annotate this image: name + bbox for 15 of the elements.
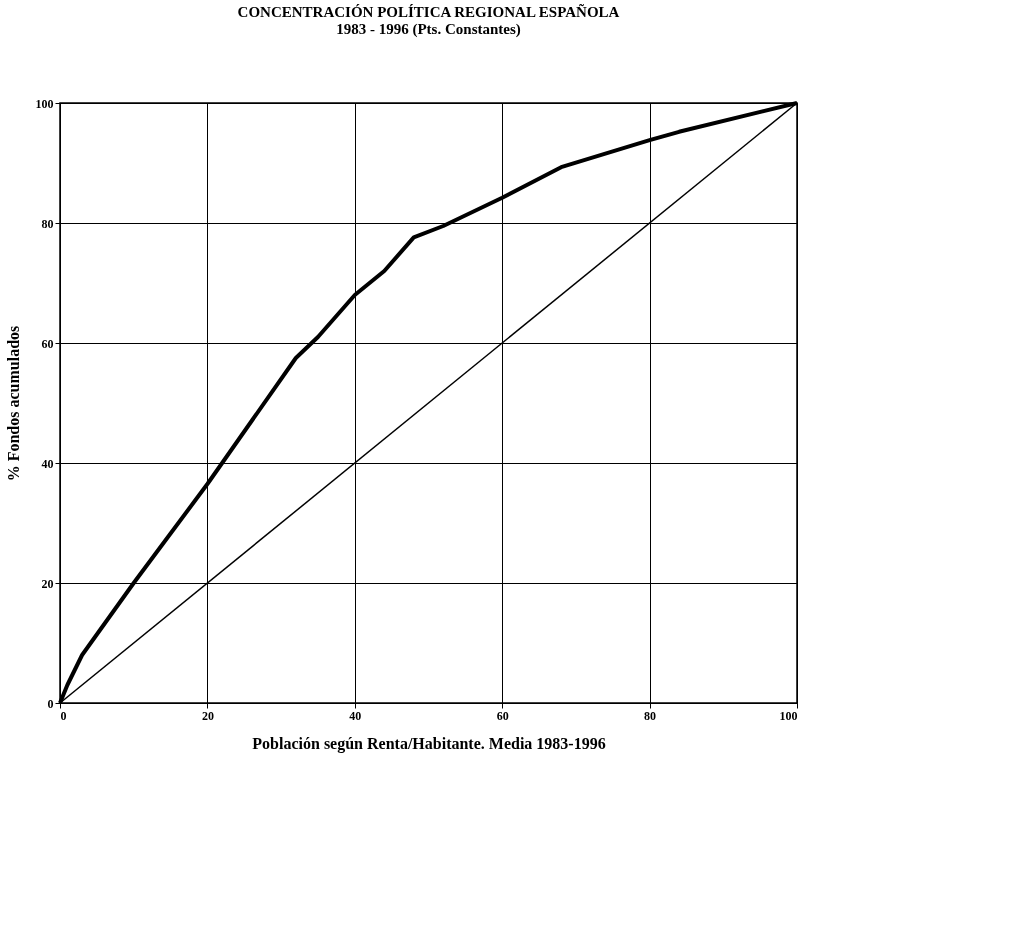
- y-tick-label: 60: [41, 336, 54, 351]
- x-tick-label: 80: [644, 708, 657, 723]
- x-tick-label: 0: [60, 708, 67, 723]
- y-tick-label: 20: [41, 576, 54, 591]
- y-tick-label: 100: [35, 96, 54, 111]
- y-axis-title: % Fondos acumulados: [4, 325, 22, 482]
- x-tick-label: 20: [201, 708, 214, 723]
- x-tick-label: 100: [779, 708, 798, 723]
- y-tick-label: 0: [47, 696, 54, 711]
- y-tick-label: 40: [41, 456, 54, 471]
- x-tick-label: 60: [496, 708, 509, 723]
- chart-title: CONCENTRACIÓN POLÍTICA REGIONAL ESPAÑOLA 1983 - 1996 (Pts. Constantes): [237, 3, 620, 38]
- x-axis-title: Población según Renta/Habitante. Media 1983-1996: [252, 734, 606, 753]
- y-tick-label: 80: [41, 216, 54, 231]
- x-tick-label: 40: [349, 708, 362, 723]
